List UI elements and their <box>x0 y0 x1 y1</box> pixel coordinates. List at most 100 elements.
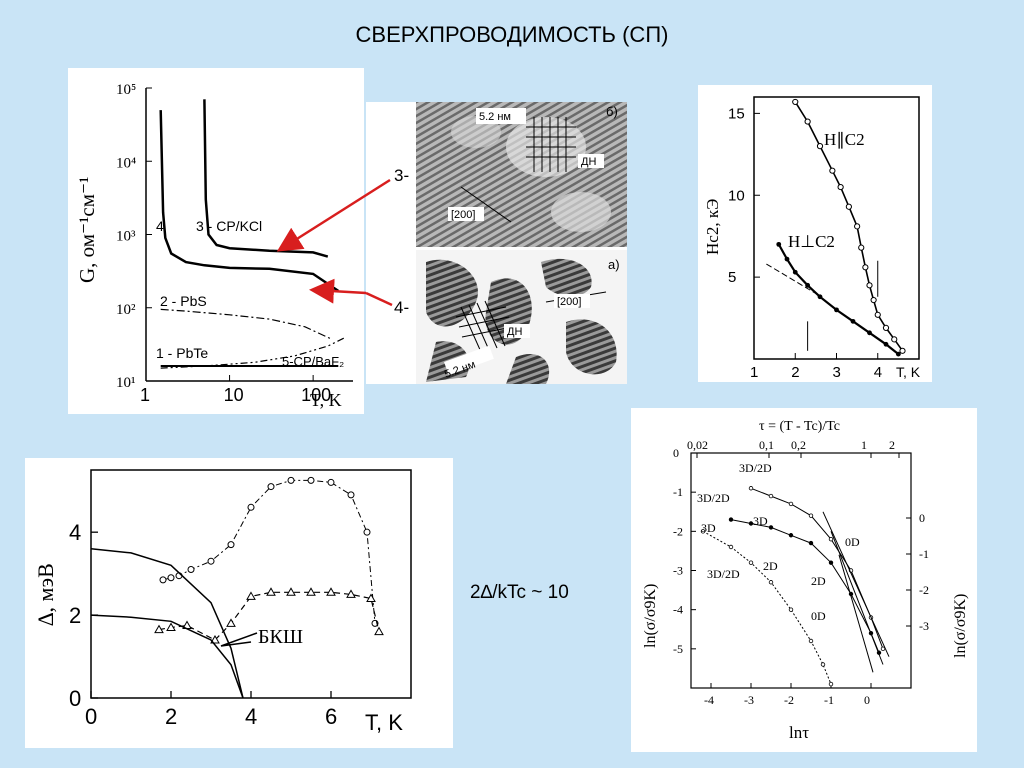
f3-point-circle <box>307 476 315 484</box>
f4-ytick-label: -3 <box>673 564 683 578</box>
f2-label-parallel: H∥C2 <box>824 130 865 149</box>
f4-fit-line <box>830 531 884 665</box>
f4-lbl-6: 3D/2D <box>707 567 740 581</box>
f1-series-3 <box>160 308 331 340</box>
f2-ytick-label: 5 <box>728 269 736 286</box>
f4-xtick-label: -1 <box>824 693 834 707</box>
f4-ttick-label: 1 <box>861 438 867 452</box>
f1-xtick-label: 100 <box>301 385 331 405</box>
figure-conductance: 10⁵ 10⁴ 10³ 10² 10¹ 1 10 100 G, ом⁻¹см⁻¹ T, K 4… <box>68 68 364 414</box>
f3-point-triangle <box>166 622 176 632</box>
f4-point <box>788 533 794 538</box>
f4-point <box>768 525 774 530</box>
f3-xtick-label: 2 <box>165 704 177 729</box>
f4-lbl-1: 3D/2D <box>697 491 730 505</box>
f4-lbl-3: 0D <box>845 535 860 549</box>
f1-series-2 <box>203 99 329 258</box>
f3-point-circle <box>207 557 215 565</box>
f3-series-circles <box>162 479 376 624</box>
f2-ytick-label: 15 <box>728 105 745 122</box>
f2-series-perp <box>777 243 900 355</box>
f4-point <box>828 536 834 542</box>
f2-point-parallel <box>829 167 836 174</box>
f2-point-perp <box>776 241 782 247</box>
f1-xtick-label: 1 <box>140 385 150 405</box>
micro-panel-b: б) <box>606 104 618 119</box>
f4-lbl-4: 3D <box>701 521 716 535</box>
f2-xtick-label: 1 <box>750 364 758 381</box>
micro-scale-b: 5.2 нм <box>479 111 511 123</box>
f4-point <box>808 540 814 546</box>
f3-bcs-curve-2 <box>90 614 244 699</box>
f4-point <box>788 607 794 612</box>
f4-ytick-label: -5 <box>673 642 683 656</box>
f3-bcs-curve-1 <box>90 548 244 699</box>
f2-point-perp <box>792 269 798 275</box>
f2-point-perp <box>895 351 901 357</box>
f4-point <box>880 646 886 652</box>
f4-xtick-label: -2 <box>784 693 794 707</box>
f2-point-parallel <box>858 244 865 251</box>
f2-point-parallel <box>854 223 861 230</box>
micro-panel-a: а) <box>608 257 620 272</box>
f2-point-parallel <box>882 324 890 331</box>
f4-point <box>768 493 774 499</box>
figure-hc2: 15 10 5 1 2 3 4 Hc2, кЭ T, K H∥C2 H⊥C2 <box>698 85 932 382</box>
f2-extrapolation <box>766 263 817 294</box>
f2-point-parallel <box>792 98 799 106</box>
f1-curve-label-4: 4 <box>156 218 164 234</box>
f4-ttick-label: 0,02 <box>687 438 708 452</box>
f2-point-perp <box>817 294 823 300</box>
f3-point-triangle <box>346 589 356 598</box>
f4-point <box>808 513 814 518</box>
f3-point-triangle <box>374 626 384 636</box>
f1-ytick-label: 10¹ <box>116 375 136 391</box>
f2-xtick-label: 3 <box>833 364 841 381</box>
f3-point-circle <box>167 574 175 582</box>
f3-ytick-label: 2 <box>69 603 81 628</box>
f2-point-perp <box>805 282 811 288</box>
f1-ytick-label: 10⁴ <box>116 155 136 171</box>
f1-ylabel: G, ом⁻¹см⁻¹ <box>75 177 99 283</box>
f4-xtick-label: -3 <box>744 693 754 707</box>
f4-ttick-label: 0,2 <box>791 438 806 452</box>
f4-lbl-2: 3D <box>753 514 768 528</box>
f3-point-triangle <box>154 624 164 634</box>
f3-point-circle <box>347 491 355 499</box>
micro-200-a: [200] <box>557 296 581 308</box>
f3-bcs-pointer <box>220 632 258 647</box>
f3-point-triangle <box>266 587 276 596</box>
f4-left-label: ln(σ/σ9K) <box>642 584 659 648</box>
gap-chart: 4 2 00 2 4 6 ∆, мэВ T, K БКШ <box>33 469 412 735</box>
hc2-chart: 15 10 5 1 2 3 4 Hc2, кЭ T, K H∥C2 H⊥C2 <box>703 96 921 381</box>
f3-point-triangle <box>246 591 256 600</box>
gap-ratio-formula: 2∆/kTc ~ 10 <box>470 582 569 603</box>
f4-point <box>828 681 834 687</box>
f1-series-1 <box>159 110 339 292</box>
f4-right-label: ln(σ/σ9K) <box>952 594 969 658</box>
f3-ytick-label: 4 <box>69 520 81 545</box>
f3-xtick-label: 4 <box>245 704 257 729</box>
f3-point-circle <box>187 565 195 573</box>
f4-rtick-label: -2 <box>919 583 929 597</box>
f3-point-triangle <box>286 587 296 596</box>
f2-point-perp <box>867 330 872 336</box>
f1-ytick-label: 10³ <box>116 229 136 245</box>
f2-point-parallel <box>837 183 844 191</box>
f4-ytick-label: 0 <box>673 446 679 460</box>
f4-ttick-label: 2 <box>889 438 895 452</box>
micro-label-4: 4- <box>394 298 409 317</box>
f3-xtick-label: 6 <box>325 704 337 729</box>
f2-point-parallel <box>862 264 869 271</box>
f3-point-circle <box>327 478 335 486</box>
f2-ytick-label: 10 <box>728 187 745 204</box>
f2-point-perp <box>784 256 790 262</box>
f1-xlabel: T, K <box>310 390 342 410</box>
f4-point <box>828 560 834 565</box>
f3-point-circle <box>159 576 167 584</box>
f2-xtick-label: 4 <box>874 364 882 381</box>
micro-dn-a: ДН <box>507 326 522 338</box>
f2-point-perp <box>834 307 839 313</box>
f2-point-parallel <box>866 282 873 289</box>
